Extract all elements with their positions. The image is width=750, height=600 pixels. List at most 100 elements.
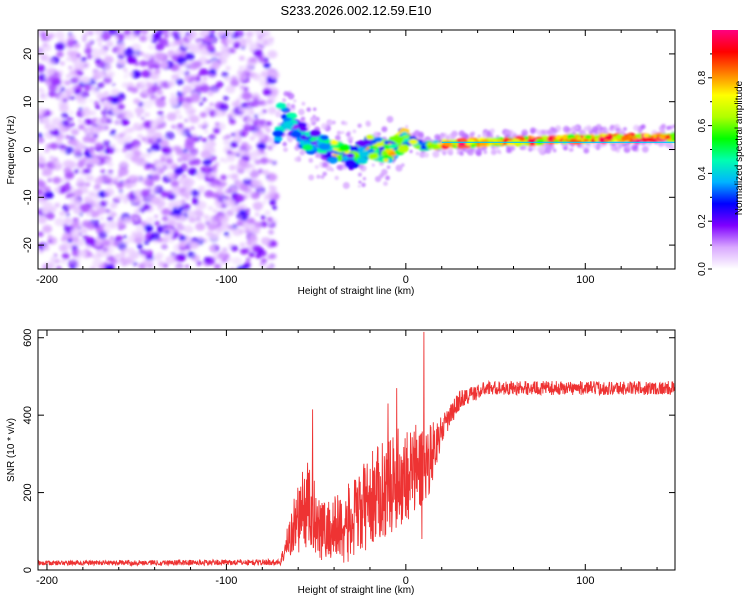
spectrogram-ridge-blob: [397, 145, 410, 153]
spectrogram-halo-blob: [486, 132, 492, 139]
spectrogram-noise-blob: [38, 73, 47, 82]
spectrogram-noise-blob: [94, 141, 103, 149]
spectrogram-noise-blob: [100, 32, 111, 41]
spectrogram-noise-blob: [118, 260, 124, 265]
spectrogram-noise-blob: [88, 191, 96, 197]
spectrogram-noise-blob: [88, 148, 94, 153]
spectrogram-noise-blob: [143, 224, 154, 233]
spectrogram-noise-blob: [201, 97, 207, 102]
spectrogram-noise-blob: [265, 192, 275, 200]
spectrogram-noise-blob: [89, 265, 96, 269]
spectrogram-noise-blob: [53, 258, 61, 264]
spectrogram-noise-blob: [161, 216, 169, 222]
spectrogram-noise-blob: [100, 169, 106, 174]
spectrogram-noise-blob: [134, 231, 144, 241]
spectrogram-noise-blob: [238, 209, 247, 216]
spectrogram-noise-blob: [252, 132, 258, 137]
spectrogram-ridge-blob: [357, 157, 367, 164]
spectrogram-noise-blob: [104, 64, 112, 71]
spectrogram-noise-blob: [143, 120, 153, 129]
spectrogram-halo-blob: [336, 130, 342, 136]
spectrogram-ridge-blob: [346, 153, 355, 159]
spectrogram-noise-blob: [123, 30, 132, 36]
spectrogram-noise-blob: [111, 143, 116, 148]
spectrogram-halo-blob: [569, 147, 574, 152]
spectrogram-halo-blob: [301, 101, 306, 106]
spectrogram-noise-blob: [245, 208, 251, 213]
spectrogram-noise-blob: [172, 49, 181, 56]
spectrogram-noise-blob: [188, 160, 196, 166]
spectrogram-noise-blob: [258, 97, 263, 101]
spectrogram-halo-blob: [596, 142, 601, 147]
spectrogram-noise-blob: [235, 102, 240, 106]
spectrogram-noise-blob: [76, 177, 85, 184]
spectrogram-ridge-blob: [365, 134, 374, 140]
spectrogram-noise-blob: [73, 40, 77, 44]
spectrogram-noise-blob: [163, 263, 169, 268]
spectrogram-noise-blob: [124, 71, 129, 75]
spectrogram-noise-blob: [195, 222, 206, 231]
spectrogram-ridge-blob: [590, 138, 596, 142]
spectrogram-noise-blob: [254, 38, 262, 45]
spectrogram-noise-blob: [150, 143, 161, 152]
spectrogram-noise-blob: [65, 250, 70, 254]
spectrogram-noise-blob: [175, 78, 185, 86]
spectrogram-noise-blob: [65, 57, 72, 62]
spectrogram-noise-blob: [239, 242, 246, 248]
spectrogram-noise-blob: [213, 62, 220, 68]
spectrogram-noise-blob: [65, 212, 71, 217]
spectrogram-noise-blob: [109, 202, 118, 209]
spectrogram-noise-blob: [249, 41, 255, 47]
spectrogram-halo-blob: [469, 132, 474, 136]
spectrogram-noise-blob: [240, 102, 247, 108]
spectrogram-noise-blob: [207, 223, 217, 231]
spectrogram-ridge-blob: [443, 140, 452, 147]
spectrogram-ridge-blob: [290, 130, 302, 138]
spectrogram-noise-blob: [272, 142, 277, 147]
spectrogram-noise-blob: [160, 80, 171, 89]
spectrogram-noise-blob: [139, 51, 144, 56]
spectrogram-noise-blob: [81, 76, 90, 84]
spectrogram-noise-blob: [73, 189, 83, 197]
spectrogram-noise-blob: [177, 186, 184, 192]
spectrogram-noise-blob: [214, 122, 220, 126]
spectrogram-ridge-blob: [437, 142, 443, 146]
spectrogram-noise-blob: [152, 188, 156, 192]
spectrogram-noise-blob: [238, 55, 245, 61]
spectrogram-noise-blob: [223, 199, 230, 205]
spectrogram-halo-blob: [341, 130, 345, 135]
spectrogram-ridge-blob: [367, 148, 375, 154]
spectrogram-noise-blob: [207, 91, 214, 97]
spectrogram-halo-blob: [347, 136, 352, 142]
spectrogram-noise-blob: [227, 174, 232, 178]
spectrogram-noise-blob: [167, 193, 176, 201]
spectrogram-noise-blob: [164, 230, 170, 235]
spectrogram-noise-blob: [89, 99, 93, 103]
spectrogram-noise-blob: [123, 127, 132, 134]
spectrogram-noise-blob: [70, 128, 78, 135]
spectrogram-noise-blob: [196, 237, 202, 241]
spectrogram-noise-blob: [105, 208, 111, 213]
spectrogram-noise-blob: [115, 235, 123, 242]
spectrogram-noise-blob: [113, 177, 119, 182]
spectrogram-noise-blob: [140, 152, 147, 158]
spectrogram-noise-blob: [242, 247, 251, 254]
spectrogram-noise-blob: [58, 244, 65, 251]
spectrogram-noise-blob: [173, 33, 182, 41]
spectrogram-noise-blob: [220, 174, 228, 181]
spectrogram-noise-blob: [38, 215, 47, 224]
snr-x-tick-label: 0: [403, 575, 409, 587]
spectrogram-noise-blob: [187, 251, 196, 259]
spectrogram-noise-blob: [87, 158, 94, 164]
spectrogram-halo-blob: [282, 141, 288, 147]
spectrogram-halo-blob: [365, 121, 371, 127]
spectrogram-halo-blob: [381, 126, 388, 133]
spectrogram-noise-blob: [79, 204, 90, 213]
spectrogram-noise-blob: [230, 245, 239, 252]
spectrogram-noise-blob: [138, 83, 147, 91]
spectrogram-noise-blob: [239, 183, 249, 192]
spectrogram-noise-blob: [154, 69, 161, 74]
spectrogram-noise-blob: [231, 132, 236, 137]
spectrogram-noise-blob: [71, 96, 76, 100]
spectrogram-halo-blob: [451, 134, 456, 140]
